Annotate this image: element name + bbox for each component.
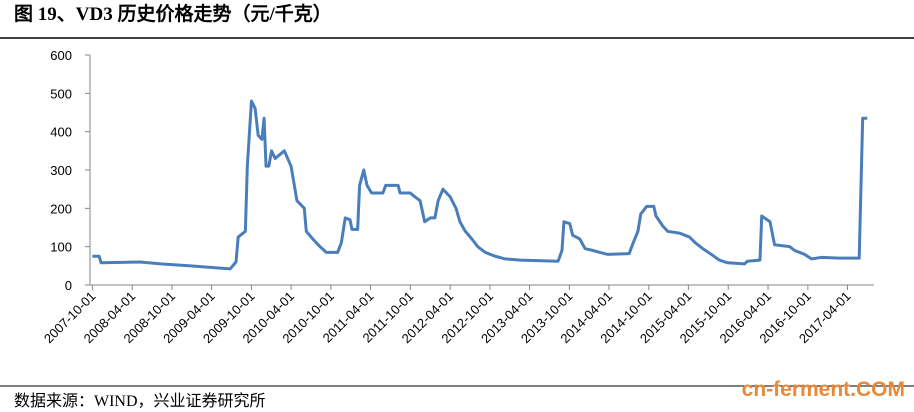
y-tick-label: 400 [50, 125, 72, 140]
chart-title: 图 19、VD3 历史价格走势（元/千克） [14, 2, 332, 25]
y-tick-label: 200 [50, 201, 72, 216]
source-note: 数据来源：WIND，兴业证券研究所 [14, 392, 266, 410]
y-tick-label: 100 [50, 240, 72, 255]
y-tick-label: 0 [65, 278, 72, 293]
y-tick-label: 500 [50, 86, 72, 101]
y-tick-label: 600 [50, 48, 72, 63]
watermark: cn-ferment.COM [742, 378, 905, 401]
y-tick-label: 300 [50, 163, 72, 178]
line-series [92, 99, 868, 271]
